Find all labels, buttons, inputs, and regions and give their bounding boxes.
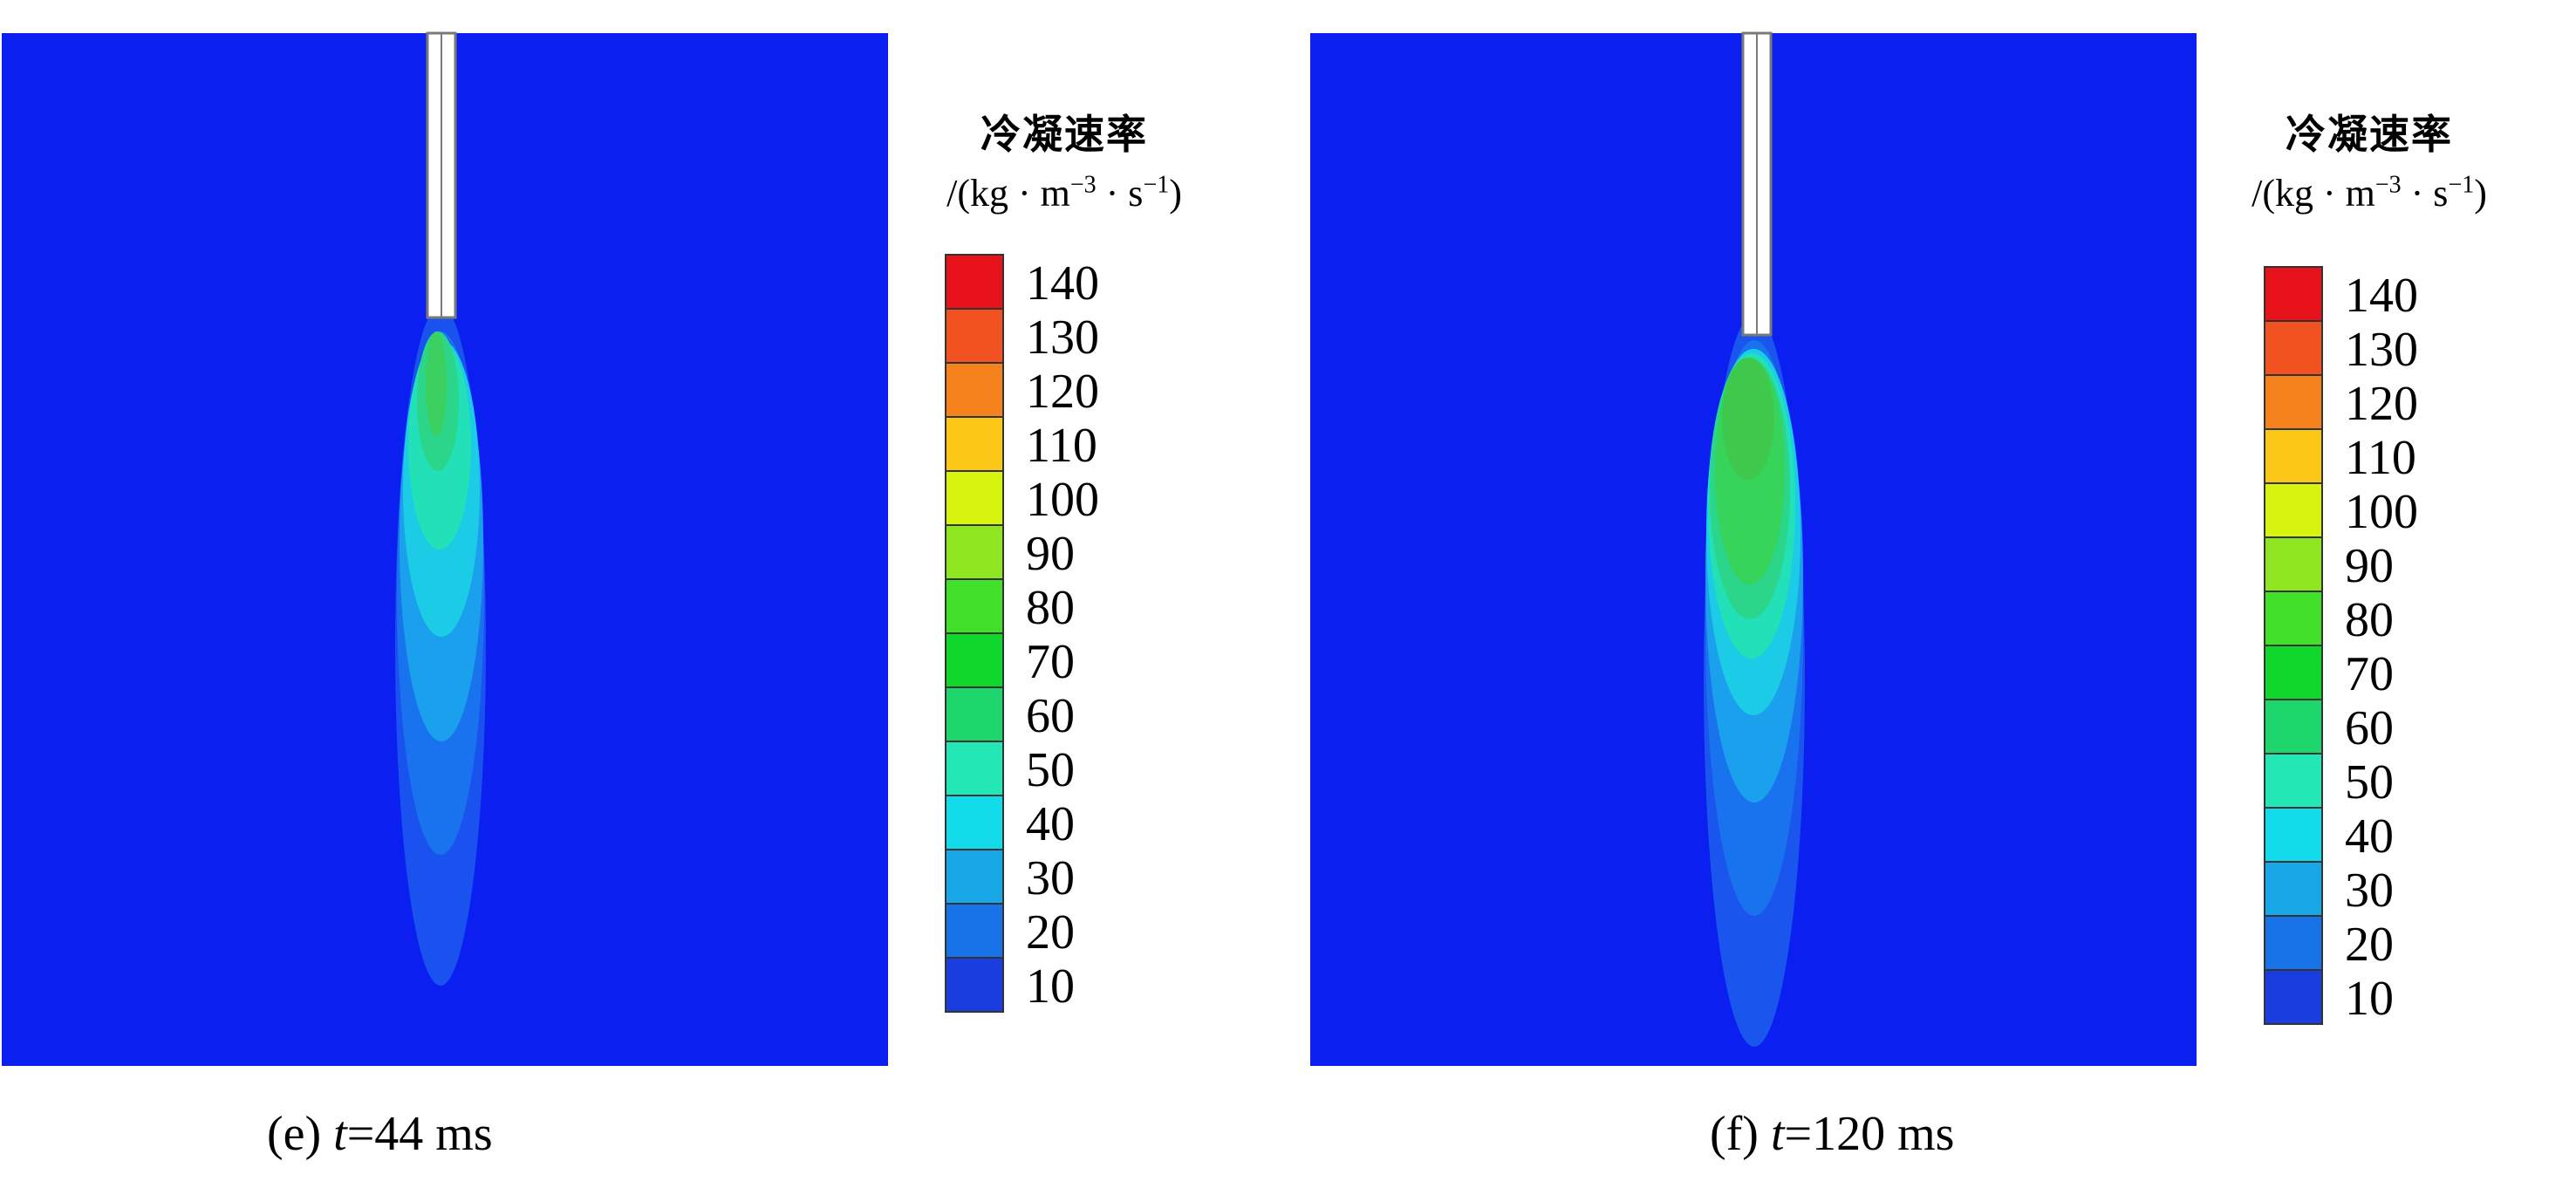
legend-unit: /(kg · m−3 · s−1) [907, 171, 1221, 215]
panel-f: 140 130 120 110 100 90 80 70 60 50 40 30 20 10 冷凝速率 /… [1288, 0, 2575, 1195]
colorbar-cell-110 [2264, 428, 2323, 484]
caption-var: t [333, 1107, 347, 1161]
unit-exp-2: −1 [2448, 171, 2475, 199]
unit-suffix: ) [2474, 172, 2487, 215]
legend-title: 冷凝速率 [981, 111, 1148, 158]
colorbar-cell-120 [945, 362, 1004, 418]
colorbar-tick-label: 90 [1026, 527, 1075, 581]
colorbar-tick-label: 80 [1026, 581, 1075, 635]
colorbar-cell-140 [2264, 266, 2323, 322]
unit-prefix: /(kg · m [2251, 172, 2375, 215]
panel-e: 140 130 120 110 100 90 80 70 60 50 40 30 20 10 冷凝速率 /… [2, 31, 1221, 1162]
colorbar-tick-label: 100 [1026, 473, 1099, 527]
colorbar-cell-110 [945, 416, 1004, 472]
caption-e: (e) t=44 ms [267, 1106, 493, 1162]
colorbar-tick-label: 40 [1026, 797, 1075, 851]
colorbar-cell-120 [2264, 374, 2323, 430]
colorbar-cell-50 [945, 741, 1004, 796]
colorbar-tick-label: 130 [1026, 311, 1099, 365]
colorbar-cell-10 [2264, 969, 2323, 1025]
plume-layer-70 [426, 331, 447, 436]
colorbar-cell-40 [2264, 807, 2323, 863]
colorbar-tick-label: 10 [1026, 959, 1075, 1014]
colorbar-cell-20 [2264, 915, 2323, 971]
unit-exp-1: −3 [1069, 171, 1097, 199]
colorbar-tick-label: 40 [2345, 809, 2394, 864]
unit-exp-1: −3 [2374, 171, 2402, 199]
unit-mid: · s [2401, 172, 2449, 215]
colorbar-cell-90 [2264, 536, 2323, 592]
legend-title: 冷凝速率 [2286, 111, 2453, 158]
colorbar-tick-label: 70 [2345, 647, 2394, 701]
colorbar-tick-label: 20 [2345, 918, 2394, 972]
unit-suffix: ) [1169, 172, 1182, 215]
colorbar-tick-label: 60 [2345, 701, 2394, 755]
colorbar-cell-90 [945, 524, 1004, 580]
colorbar-cell-30 [945, 849, 1004, 905]
colorbar-cell-100 [945, 470, 1004, 526]
colorbar-tick-label: 50 [1026, 743, 1075, 797]
colorbar-cell-40 [945, 795, 1004, 850]
colorbar-cell-70 [945, 632, 1004, 688]
caption-prefix: (f) [1710, 1107, 1771, 1161]
caption-var: t [1770, 1107, 1785, 1161]
colorbar-tick-label: 100 [2345, 485, 2418, 539]
colorbar-tick-label: 120 [2345, 377, 2418, 431]
colorbar-tick-label: 110 [2345, 431, 2416, 485]
colorbar-tick-label: 30 [2345, 864, 2394, 918]
colorbar-tick-label: 30 [1026, 851, 1075, 905]
colorbar-cell-130 [945, 308, 1004, 364]
unit-prefix: /(kg · m [946, 172, 1070, 215]
colorbar-cell-80 [945, 578, 1004, 634]
colorbar-tick-label: 140 [1026, 256, 1099, 311]
legend-unit: /(kg · m−3 · s−1) [2212, 171, 2526, 215]
plume-layer-80 [1722, 358, 1774, 480]
colorbar-tick-label: 80 [2345, 593, 2394, 647]
colorbar-cell-100 [2264, 482, 2323, 538]
colorbar-cell-50 [2264, 753, 2323, 809]
colorbar-cell-60 [2264, 699, 2323, 755]
colorbar-cell-70 [2264, 645, 2323, 700]
colorbar-tick-label: 50 [2345, 755, 2394, 809]
caption-value: =44 ms [346, 1107, 493, 1161]
caption-value: =120 ms [1784, 1107, 1955, 1161]
colorbar-cell-30 [2264, 861, 2323, 917]
colorbar-tick-label: 120 [1026, 365, 1099, 419]
colorbar-tick-label: 10 [2345, 972, 2394, 1026]
caption-prefix: (e) [267, 1107, 334, 1161]
unit-exp-2: −1 [1143, 171, 1170, 199]
colorbar-tick-label: 90 [2345, 539, 2394, 593]
unit-mid: · s [1096, 172, 1144, 215]
colorbar-tick-label: 140 [2345, 269, 2418, 323]
colorbar-cell-10 [945, 957, 1004, 1013]
caption-f: (f) t=120 ms [1710, 1106, 1954, 1162]
colorbar-tick-label: 20 [1026, 905, 1075, 959]
colorbar-tick-label: 130 [2345, 323, 2418, 377]
colorbar-cell-80 [2264, 591, 2323, 646]
colorbar-cell-20 [945, 903, 1004, 959]
colorbar-cell-60 [945, 686, 1004, 742]
colorbar-cell-140 [945, 254, 1004, 310]
colorbar-cell-130 [2264, 320, 2323, 376]
colorbar-tick-label: 60 [1026, 689, 1075, 743]
colorbar-tick-label: 70 [1026, 635, 1075, 689]
colorbar-tick-label: 110 [1026, 419, 1097, 473]
